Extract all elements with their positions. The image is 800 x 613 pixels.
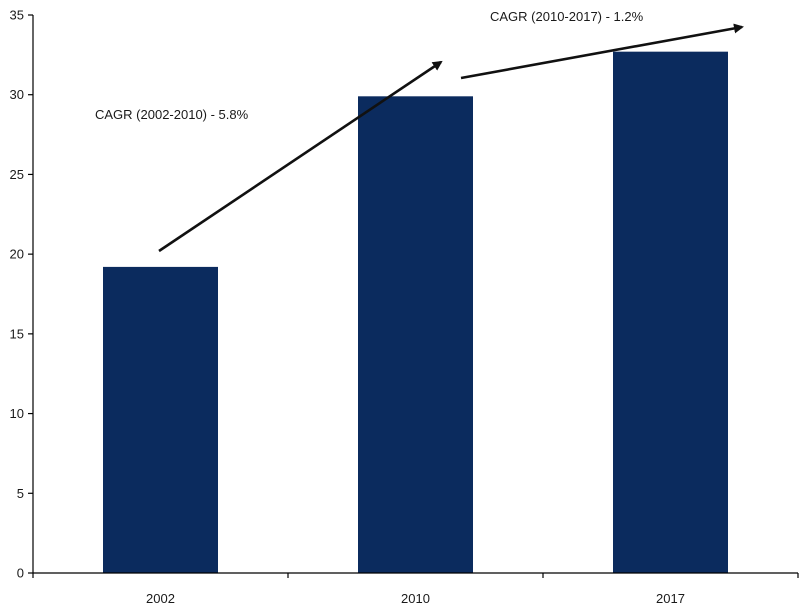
x-tick-label: 2017	[656, 591, 685, 606]
bar-2010	[358, 96, 473, 574]
y-tick-label: 15	[10, 326, 24, 341]
cagr-arrow-2002-2010	[158, 60, 443, 253]
axes-layer: 0 5 10 15 20 25 30 35 2002 2010 2017	[10, 8, 799, 606]
y-tick-label: 35	[10, 8, 24, 23]
x-tick-label: 2002	[146, 591, 175, 606]
annotations-layer: CAGR (2002-2010) - 5.8% CAGR (2010-2017) …	[95, 9, 744, 253]
bar-2017	[613, 51, 728, 573]
x-tick-label: 2010	[401, 591, 430, 606]
y-tick-label: 10	[10, 406, 24, 421]
y-tick-label: 30	[10, 87, 24, 102]
cagr-label-2002-2010: CAGR (2002-2010) - 5.8%	[95, 107, 249, 122]
y-tick-label: 20	[10, 247, 24, 262]
cagr-label-2010-2017: CAGR (2010-2017) - 1.2%	[490, 9, 644, 24]
y-tick-label: 5	[17, 486, 24, 501]
cagr-arrow-2010-2017	[460, 23, 744, 80]
y-tick-label: 25	[10, 167, 24, 182]
y-tick-label: 0	[17, 566, 24, 581]
bars-layer	[103, 51, 728, 574]
bar-2002	[103, 266, 218, 573]
